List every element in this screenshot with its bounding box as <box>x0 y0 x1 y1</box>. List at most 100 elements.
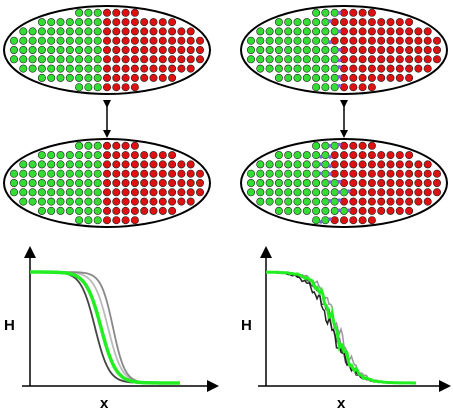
cell <box>312 197 321 206</box>
cell <box>168 197 177 206</box>
cell <box>75 179 84 188</box>
cell <box>177 36 186 45</box>
cell <box>103 8 112 17</box>
interface-marker <box>318 162 323 166</box>
cell <box>186 160 195 169</box>
cell <box>84 73 93 82</box>
cell <box>367 160 376 169</box>
cell <box>293 18 302 27</box>
profile-curve <box>266 270 416 385</box>
cell <box>186 179 195 188</box>
cell <box>349 216 358 225</box>
cell <box>247 36 256 45</box>
cell <box>84 36 93 45</box>
cell <box>377 188 386 197</box>
cell <box>112 160 121 169</box>
cell <box>158 151 167 160</box>
cell <box>302 197 311 206</box>
cell <box>149 55 158 64</box>
cell <box>423 197 432 206</box>
cell <box>84 83 93 92</box>
cell <box>312 179 321 188</box>
cell <box>158 169 167 178</box>
cell <box>432 45 441 54</box>
cell <box>395 188 404 197</box>
cell <box>321 27 330 36</box>
x-axis-label: x <box>100 395 109 412</box>
cell <box>149 160 158 169</box>
cell <box>37 64 46 73</box>
cell <box>339 160 348 169</box>
cell <box>112 8 121 17</box>
cell <box>121 55 130 64</box>
cell <box>358 8 367 17</box>
cell <box>140 55 149 64</box>
cell <box>330 55 339 64</box>
cell <box>103 197 112 206</box>
cell <box>75 18 84 27</box>
cell <box>377 206 386 215</box>
cell <box>75 206 84 215</box>
cell <box>284 18 293 27</box>
cell <box>339 73 348 82</box>
cell <box>395 27 404 36</box>
cell <box>367 73 376 82</box>
cell <box>284 36 293 45</box>
cell <box>367 141 376 150</box>
cell <box>121 188 130 197</box>
cell <box>140 45 149 54</box>
cell <box>312 141 321 150</box>
interface-marker <box>337 142 342 147</box>
cell <box>330 18 339 27</box>
cell <box>321 141 330 150</box>
cell <box>274 169 283 178</box>
cell <box>140 18 149 27</box>
cell <box>293 169 302 178</box>
cell <box>168 36 177 45</box>
cell <box>321 73 330 82</box>
cell <box>130 73 139 82</box>
cell <box>432 169 441 178</box>
cell <box>414 188 423 197</box>
cell <box>284 45 293 54</box>
cell <box>395 18 404 27</box>
cell <box>140 36 149 45</box>
cell <box>84 197 93 206</box>
cell <box>274 206 283 215</box>
cell <box>321 8 330 17</box>
cell <box>140 169 149 178</box>
cell-layer <box>240 5 448 95</box>
cell <box>158 45 167 54</box>
cell <box>256 197 265 206</box>
cell <box>168 45 177 54</box>
cell <box>140 206 149 215</box>
interface-marker <box>337 65 342 69</box>
cell <box>19 169 28 178</box>
cell <box>93 45 102 54</box>
cell <box>339 197 348 206</box>
cell <box>405 188 414 197</box>
cell <box>112 179 121 188</box>
cell <box>56 55 65 64</box>
cell <box>247 169 256 178</box>
cell <box>75 169 84 178</box>
cell <box>93 216 102 225</box>
cell <box>395 197 404 206</box>
cell <box>186 36 195 45</box>
cell <box>149 179 158 188</box>
cell <box>256 64 265 73</box>
cell <box>37 188 46 197</box>
cell <box>121 179 130 188</box>
cell <box>349 36 358 45</box>
cell <box>84 141 93 150</box>
cell <box>274 160 283 169</box>
cell <box>19 160 28 169</box>
interface-marker <box>328 180 332 184</box>
cell <box>330 179 339 188</box>
cell <box>274 27 283 36</box>
cell <box>405 160 414 169</box>
cell <box>312 206 321 215</box>
cell <box>186 197 195 206</box>
cell <box>339 169 348 178</box>
cell <box>28 27 37 36</box>
